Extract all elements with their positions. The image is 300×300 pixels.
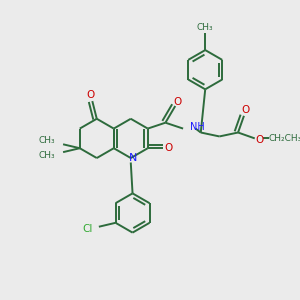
Text: CH₃: CH₃ (197, 22, 214, 32)
Text: CH₃: CH₃ (38, 136, 55, 145)
Text: O: O (255, 135, 263, 145)
Text: O: O (165, 143, 173, 153)
Text: O: O (242, 105, 250, 115)
Text: CH₃: CH₃ (38, 151, 55, 160)
Text: Cl: Cl (82, 224, 93, 233)
Text: O: O (174, 97, 182, 106)
Text: CH₂CH₃: CH₂CH₃ (268, 134, 300, 143)
Text: O: O (86, 90, 94, 100)
Text: NH: NH (190, 122, 205, 132)
Text: N: N (129, 153, 138, 163)
